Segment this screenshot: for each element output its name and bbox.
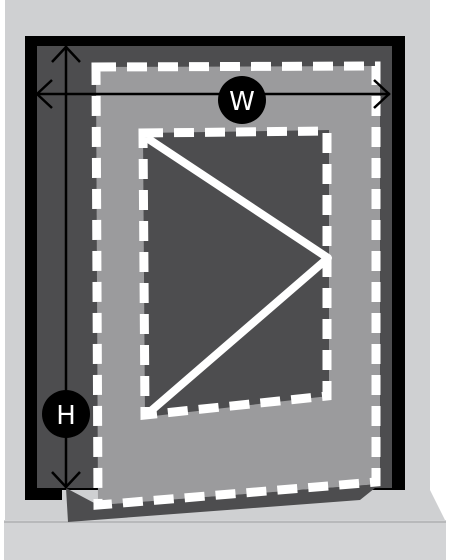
double-arrow-horizontal-icon: [35, 79, 391, 109]
width-marker-label: W: [229, 87, 255, 117]
width-arrowhead-left: [35, 79, 53, 109]
width-marker-badge: W: [218, 76, 266, 124]
triangle-open-right-icon: [146, 136, 332, 414]
height-marker-badge: H: [42, 390, 90, 438]
sash-shadow: [66, 484, 380, 522]
glass-dashed-outline: [138, 126, 332, 420]
height-marker-circle: [42, 390, 90, 438]
width-marker-circle: [218, 76, 266, 124]
glass-pane: [143, 130, 329, 417]
height-marker-label: H: [56, 401, 76, 431]
sash-dashed-outline: [91, 61, 381, 510]
width-arrowhead-right: [373, 79, 391, 109]
sill-front-face: [4, 520, 446, 560]
height-arrowhead-top: [51, 45, 81, 63]
height-arrowhead-bottom: [51, 471, 81, 489]
